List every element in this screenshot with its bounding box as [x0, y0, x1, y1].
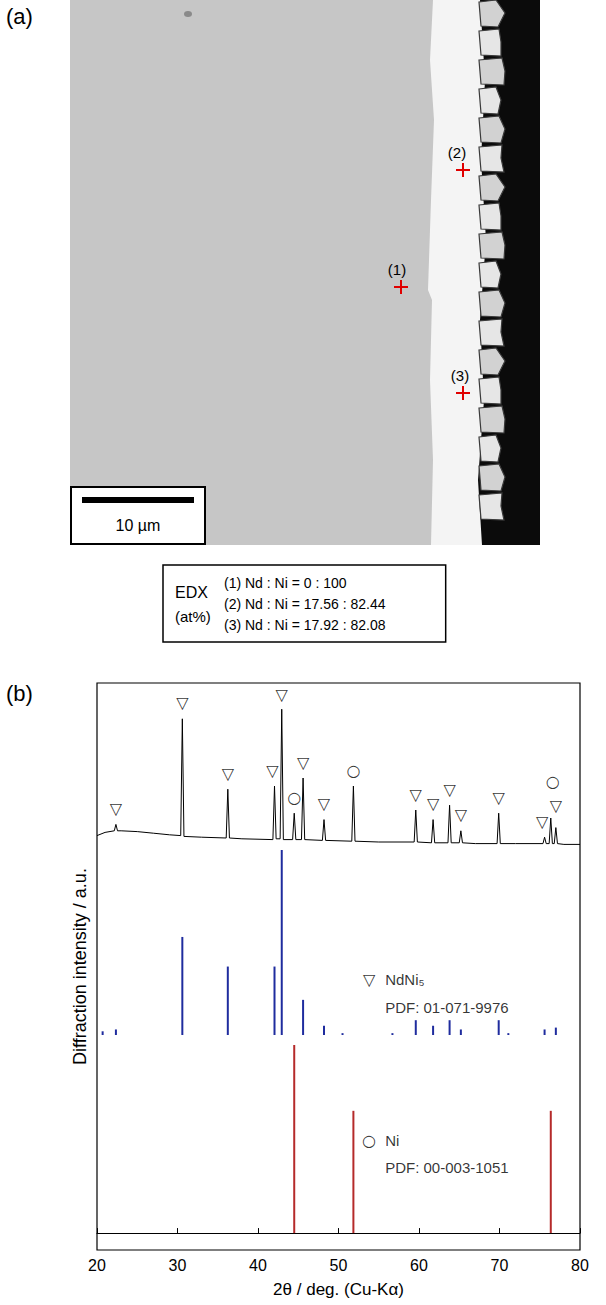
svg-text:(b): (b) — [6, 681, 33, 706]
svg-text:EDX: EDX — [175, 584, 208, 601]
svg-text:PDF: 00-003-1051: PDF: 00-003-1051 — [385, 1159, 508, 1176]
svg-text:(1): (1) — [388, 261, 406, 278]
svg-text:NdNi₅: NdNi₅ — [385, 971, 424, 988]
svg-text:Ni: Ni — [385, 1132, 399, 1149]
svg-text:(3) Nd : Ni = 17.92 : 82.08: (3) Nd : Ni = 17.92 : 82.08 — [224, 617, 386, 633]
svg-text:▽: ▽ — [536, 812, 549, 831]
svg-text:▽: ▽ — [410, 785, 423, 804]
svg-text:60: 60 — [410, 1257, 428, 1274]
svg-text:(at%): (at%) — [175, 608, 211, 625]
svg-text:▽: ▽ — [493, 788, 506, 807]
svg-text:50: 50 — [330, 1257, 348, 1274]
svg-text:Diffraction intensity / a.u.: Diffraction intensity / a.u. — [70, 868, 90, 1065]
svg-text:▽: ▽ — [455, 805, 468, 824]
svg-text:70: 70 — [491, 1257, 509, 1274]
svg-text:▽: ▽ — [363, 970, 376, 989]
svg-text:▽: ▽ — [318, 794, 331, 813]
svg-text:○: ○ — [546, 772, 560, 791]
svg-text:▽: ▽ — [550, 796, 563, 815]
svg-text:10 µm: 10 µm — [116, 517, 161, 534]
svg-text:▽: ▽ — [443, 780, 456, 799]
svg-text:(3): (3) — [451, 367, 469, 384]
svg-text:○: ○ — [346, 761, 360, 780]
svg-text:○: ○ — [287, 788, 301, 807]
svg-text:(1) Nd : Ni = 0 : 100: (1) Nd : Ni = 0 : 100 — [224, 575, 347, 591]
svg-text:(a): (a) — [6, 4, 33, 29]
svg-text:(2) Nd : Ni = 17.56 : 82.44: (2) Nd : Ni = 17.56 : 82.44 — [224, 596, 386, 612]
svg-text:▽: ▽ — [110, 799, 123, 818]
svg-text:○: ○ — [362, 1131, 376, 1150]
svg-text:▽: ▽ — [176, 693, 189, 712]
svg-text:▽: ▽ — [427, 794, 440, 813]
svg-text:2θ / deg. (Cu-Kα): 2θ / deg. (Cu-Kα) — [273, 1280, 404, 1299]
svg-text:▽: ▽ — [276, 685, 289, 704]
svg-text:(2): (2) — [448, 144, 466, 161]
svg-text:▽: ▽ — [222, 764, 235, 783]
svg-text:20: 20 — [88, 1257, 106, 1274]
svg-text:▽: ▽ — [266, 761, 279, 780]
svg-text:PDF: 01-071-9976: PDF: 01-071-9976 — [385, 999, 508, 1016]
svg-text:40: 40 — [249, 1257, 267, 1274]
svg-text:80: 80 — [571, 1257, 589, 1274]
svg-text:30: 30 — [169, 1257, 187, 1274]
svg-text:▽: ▽ — [297, 753, 310, 772]
